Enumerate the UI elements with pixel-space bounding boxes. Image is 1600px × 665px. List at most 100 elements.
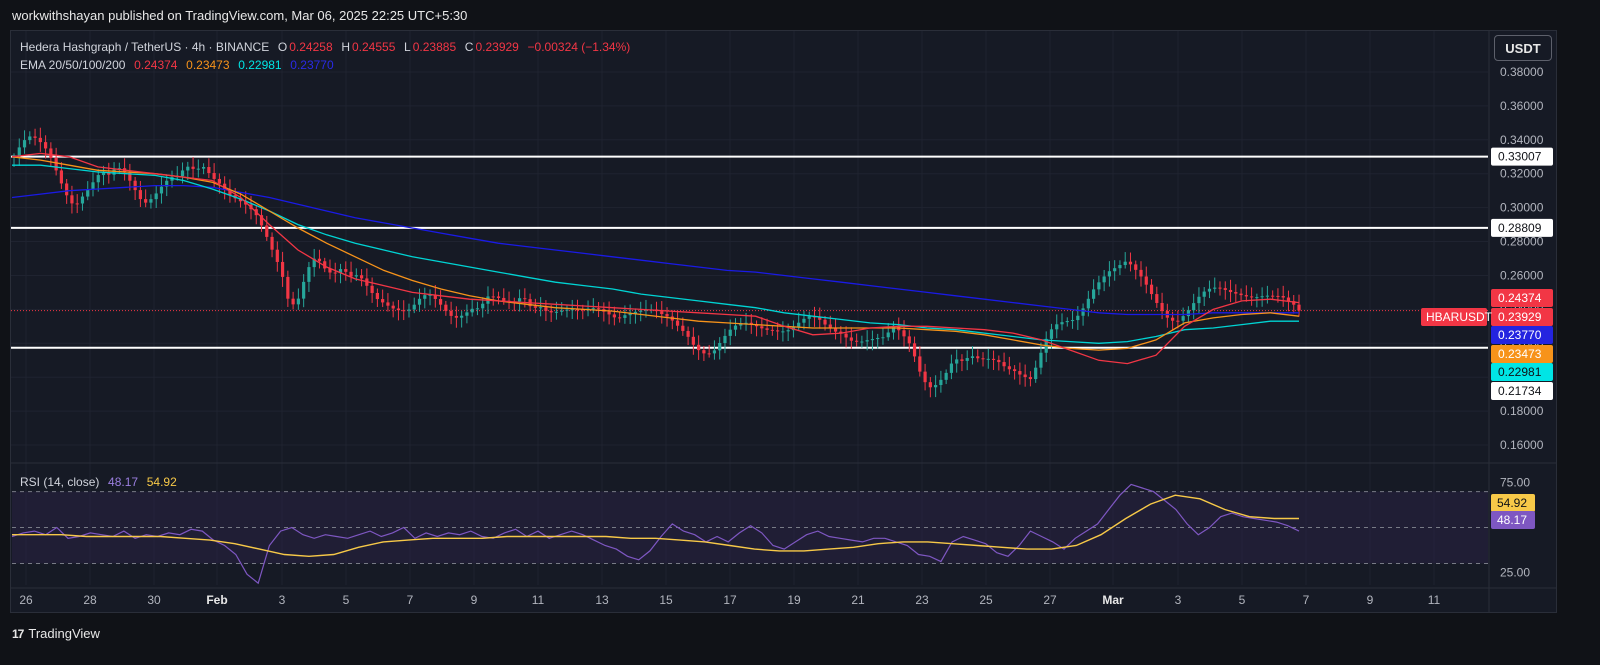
candle-body: [22, 140, 27, 148]
candle-body: [275, 249, 279, 262]
candle-body: [1065, 321, 1069, 323]
candle-body: [981, 358, 985, 360]
candle-body: [739, 323, 743, 326]
time-tick-label: 21: [851, 593, 865, 607]
candle-body: [1144, 276, 1148, 285]
candle-body: [1002, 362, 1006, 367]
level-label-box: [1491, 218, 1553, 237]
level-label-text: 0.28809: [1498, 221, 1542, 235]
candle-body: [438, 298, 443, 305]
candle-body: [1102, 276, 1106, 283]
tradingview-logo-icon: 17: [12, 626, 24, 641]
candle-body: [496, 296, 501, 298]
candle-body: [307, 267, 311, 282]
candle-body: [28, 136, 32, 141]
candle-body: [444, 304, 448, 311]
candle-body: [633, 311, 638, 314]
candle-body: [1123, 261, 1127, 266]
candle-body: [554, 311, 559, 313]
candle-body: [402, 310, 406, 312]
candle-body: [1049, 329, 1054, 339]
candle-body: [707, 353, 711, 355]
time-tick-label: 5: [343, 593, 350, 607]
candle-body: [349, 271, 353, 277]
candle-body: [870, 339, 875, 341]
candle-body: [1176, 320, 1180, 322]
candle-body: [465, 312, 469, 316]
candle-body: [760, 326, 764, 329]
candle-body: [786, 330, 790, 332]
ema200-line: [11, 184, 1299, 316]
candle-body: [59, 170, 63, 184]
candle-body: [781, 331, 785, 333]
candle-body: [1149, 284, 1154, 295]
candle-body: [886, 332, 890, 338]
published-header: workwithshayan published on TradingView.…: [12, 8, 468, 23]
candle-body: [1265, 295, 1270, 297]
candle-body: [144, 199, 148, 203]
price-tick-label: 0.32000: [1500, 167, 1544, 181]
close-label: C: [464, 40, 474, 54]
price-tick-label: 0.30000: [1500, 201, 1544, 215]
time-tick-label: 27: [1043, 593, 1057, 607]
candle-body: [417, 298, 422, 305]
candle-body: [1134, 264, 1138, 270]
currency-button[interactable]: USDT: [1494, 35, 1552, 61]
change-value: −0.00324 (−1.34%): [527, 40, 631, 54]
candle-body: [1018, 371, 1022, 375]
candle-body: [623, 315, 627, 318]
candle-body: [1097, 282, 1101, 290]
candle-body: [1086, 298, 1090, 309]
time-tick-label: 9: [471, 593, 478, 607]
candle-body: [228, 189, 232, 196]
candle-body: [807, 316, 811, 319]
price-label-box: [1491, 326, 1553, 344]
time-tick-label: 3: [1175, 593, 1182, 607]
candle-body: [91, 182, 95, 190]
price-label-box: [1491, 289, 1553, 307]
candle-body: [539, 307, 543, 309]
candle-body: [1223, 288, 1227, 290]
rsi-label-text: 48.17: [1497, 513, 1527, 527]
candle-body: [749, 322, 753, 325]
candle-body: [1244, 295, 1248, 297]
candle-body: [149, 199, 153, 203]
candle-body: [828, 324, 832, 329]
footer-brand: TradingView: [28, 626, 100, 641]
rsi-line: [11, 483, 1300, 585]
candle-body: [65, 183, 69, 196]
candle-body: [544, 307, 548, 311]
candle-body: [1213, 287, 1217, 289]
ema20-line: [11, 152, 1300, 365]
time-tick-label: 15: [659, 593, 673, 607]
candle-body: [660, 311, 664, 315]
candle-body: [470, 308, 474, 313]
candle-body: [454, 315, 458, 318]
candle-body: [855, 340, 859, 342]
candle-body: [75, 203, 79, 205]
candle-body: [396, 308, 401, 311]
candle-body: [1034, 367, 1038, 380]
rsi-label: RSI (14, close): [20, 475, 100, 489]
ema20-value: 0.24374: [134, 58, 178, 72]
candle-body: [180, 170, 185, 177]
candle-body: [865, 340, 869, 342]
candle-body: [38, 137, 42, 143]
candle-body: [1276, 295, 1280, 297]
candle-body: [934, 385, 938, 388]
candle-body: [628, 313, 632, 316]
candle-body: [1239, 293, 1243, 296]
candle-body: [944, 372, 948, 380]
candle-body: [1171, 317, 1175, 321]
time-tick-label: 19: [787, 593, 801, 607]
candle-body: [217, 178, 221, 184]
candle-body: [533, 306, 537, 308]
price-tick-label: 0.16000: [1500, 438, 1544, 452]
time-tick-label: 7: [1303, 593, 1310, 607]
high-value: 0.24555: [351, 40, 396, 54]
candle-body: [1197, 296, 1201, 304]
candle-body: [591, 308, 595, 310]
time-tick-label: 30: [147, 593, 161, 607]
time-tick-label: 13: [595, 593, 609, 607]
